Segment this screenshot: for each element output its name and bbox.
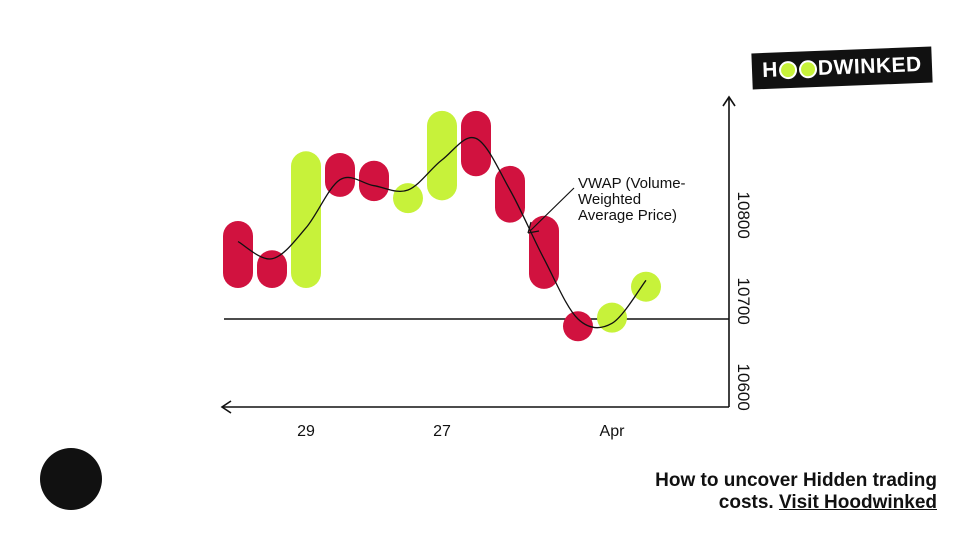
caption-line-2: costs. Visit Hoodwinked bbox=[655, 492, 937, 514]
vwap-annotation-line-1: VWAP (Volume- bbox=[578, 175, 686, 192]
visit-hoodwinked-link[interactable]: Visit Hoodwinked bbox=[778, 492, 937, 513]
candle-12 bbox=[597, 302, 627, 333]
candle-7 bbox=[427, 110, 457, 201]
x-tick-29: 29 bbox=[297, 423, 315, 440]
x-tick-27: 27 bbox=[433, 423, 451, 440]
logo-text-end: DWINKED bbox=[817, 52, 923, 80]
annotation-arrow bbox=[529, 187, 575, 232]
vwap-annotation-line-3: Average Price) bbox=[578, 207, 677, 224]
candle-6 bbox=[393, 183, 423, 214]
y-axis-arrow-icon bbox=[722, 95, 736, 107]
caption-prefix: costs. bbox=[718, 492, 779, 513]
candle-8 bbox=[461, 110, 491, 177]
candle-11 bbox=[563, 311, 593, 342]
decorative-circle bbox=[40, 448, 102, 510]
x-axis-arrow-icon bbox=[220, 400, 232, 414]
y-tick-10600: 10600 bbox=[734, 364, 753, 411]
logo-magnifier-icon bbox=[798, 59, 818, 79]
logo-lens-icon bbox=[778, 60, 798, 80]
candle-1 bbox=[223, 220, 253, 289]
promo-caption: How to uncover Hidden trading costs. Vis… bbox=[655, 470, 937, 514]
caption-line-1: How to uncover Hidden trading bbox=[655, 470, 937, 491]
candle-13 bbox=[631, 271, 661, 302]
candle-10 bbox=[529, 215, 559, 289]
candle-3 bbox=[291, 151, 321, 289]
y-tick-10700: 10700 bbox=[734, 278, 753, 325]
vwap-annotation-line-2: Weighted bbox=[578, 191, 641, 208]
hoodwinked-logo[interactable]: H DWINKED bbox=[751, 46, 933, 90]
x-tick-apr: Apr bbox=[600, 423, 626, 440]
annotation-arrowhead-icon bbox=[527, 221, 540, 234]
candle-2 bbox=[257, 250, 287, 289]
vwap-line bbox=[237, 136, 647, 329]
candle-5 bbox=[359, 160, 389, 202]
y-tick-10800: 10800 bbox=[734, 192, 753, 239]
logo-text-start: H bbox=[761, 58, 779, 83]
candle-9 bbox=[495, 165, 525, 223]
candle-4 bbox=[325, 153, 355, 197]
